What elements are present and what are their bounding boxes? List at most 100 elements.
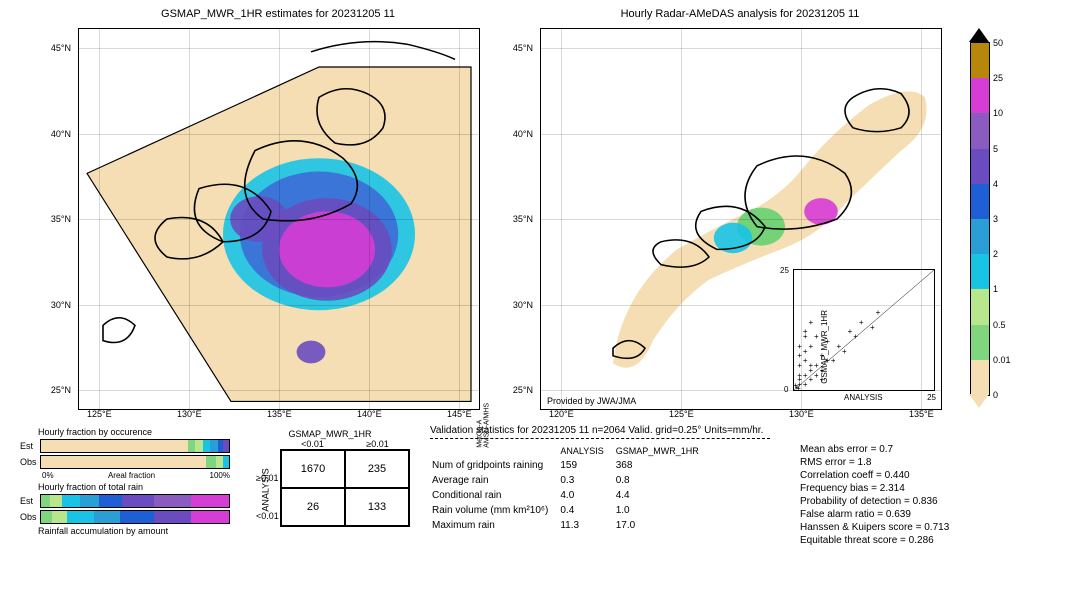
frac-scale-1: Areal fraction bbox=[108, 471, 155, 480]
scatter-point: + bbox=[808, 376, 813, 384]
x-tick: 145°E bbox=[447, 409, 472, 419]
x-tick: 135°E bbox=[909, 409, 934, 419]
scatter-ylabel: GSMAP_MWR_1HR bbox=[820, 310, 829, 384]
scatter-point: + bbox=[876, 309, 881, 317]
scatter-point: + bbox=[848, 328, 853, 336]
score-line: Hanssen & Kuipers score = 0.713 bbox=[800, 521, 949, 534]
x-tick: 140°E bbox=[357, 409, 382, 419]
cont-cell-11: 133 bbox=[345, 488, 409, 526]
x-tick: 120°E bbox=[549, 409, 574, 419]
y-tick: 45°N bbox=[51, 43, 71, 53]
cont-col-1: ≥0.01 bbox=[345, 439, 410, 449]
frac-bar bbox=[40, 494, 230, 508]
frac-scale-2: 100% bbox=[210, 471, 230, 480]
fraction-block: Hourly fraction by occurence Est Obs 0% A… bbox=[20, 425, 230, 600]
scatter-point: + bbox=[803, 372, 808, 380]
y-tick: 30°N bbox=[51, 300, 71, 310]
stats-divider bbox=[430, 438, 770, 439]
scatter-xlabel: ANALYSIS bbox=[844, 393, 883, 402]
bottom-row: Hourly fraction by occurence Est Obs 0% A… bbox=[20, 425, 1060, 600]
cont-row-0: ≥0.01 bbox=[256, 473, 278, 483]
colorbar-arrow-top bbox=[969, 28, 989, 42]
colorbar-tick: 5 bbox=[993, 144, 998, 154]
y-tick: 35°N bbox=[513, 214, 533, 224]
scatter-point: + bbox=[842, 348, 847, 356]
frac-label: Obs bbox=[20, 512, 40, 522]
right-map: ++++++++++++++++++++++++++++++++++++ ANA… bbox=[540, 28, 942, 410]
colorbar-tick: 0.01 bbox=[993, 355, 1011, 365]
colorbar-tick: 2 bbox=[993, 249, 998, 259]
cont-row-1: <0.01 bbox=[256, 511, 279, 521]
colorbar-tick: 4 bbox=[993, 179, 998, 189]
scatter-tick: 25 bbox=[780, 266, 789, 275]
y-tick: 35°N bbox=[51, 214, 71, 224]
left-map: MetOp-A AMSU-A/MHS 25°N30°N35°N40°N45°N1… bbox=[78, 28, 480, 410]
frac-label: Est bbox=[20, 496, 40, 506]
colorbar-tick: 50 bbox=[993, 38, 1003, 48]
stats-title: Validation statistics for 20231205 11 n=… bbox=[430, 425, 770, 436]
y-tick: 25°N bbox=[51, 385, 71, 395]
contingency-table: GSMAP_MWR_1HR <0.01 ≥0.01 ANALYSIS ≥0.01… bbox=[250, 425, 410, 600]
scatter-point: + bbox=[853, 333, 858, 341]
colorbar-tick: 3 bbox=[993, 214, 998, 224]
x-tick: 130°E bbox=[789, 409, 814, 419]
x-tick: 135°E bbox=[267, 409, 292, 419]
scatter-point: + bbox=[803, 357, 808, 365]
stats-table: ANALYSISGSMAP_MWR_1HRNum of gridpoints r… bbox=[430, 443, 711, 534]
colorbar-tick: 1 bbox=[993, 284, 998, 294]
right-map-title: Hourly Radar-AMeDAS analysis for 2023120… bbox=[540, 8, 940, 20]
scatter-point: + bbox=[814, 333, 819, 341]
score-line: RMS error = 1.8 bbox=[800, 456, 949, 469]
score-line: Probability of detection = 0.836 bbox=[800, 495, 949, 508]
occ-title: Hourly fraction by occurence bbox=[38, 427, 230, 437]
score-line: Equitable threat score = 0.286 bbox=[800, 534, 949, 547]
cont-title: GSMAP_MWR_1HR bbox=[250, 429, 410, 439]
colorbar-tick: 0.5 bbox=[993, 320, 1006, 330]
y-tick: 40°N bbox=[51, 129, 71, 139]
colorbar-tick: 0 bbox=[993, 390, 998, 400]
y-tick: 45°N bbox=[513, 43, 533, 53]
y-tick: 30°N bbox=[513, 300, 533, 310]
accum-title: Rainfall accumulation by amount bbox=[38, 526, 230, 536]
score-line: Correlation coeff = 0.440 bbox=[800, 469, 949, 482]
y-tick: 40°N bbox=[513, 129, 533, 139]
cont-cell-10: 26 bbox=[281, 488, 345, 526]
y-tick: 25°N bbox=[513, 385, 533, 395]
scatter-point: + bbox=[814, 362, 819, 370]
score-line: Mean abs error = 0.7 bbox=[800, 443, 949, 456]
scatter-point: + bbox=[836, 343, 841, 351]
scatter-point: + bbox=[814, 372, 819, 380]
cont-cell-00: 1670 bbox=[281, 450, 345, 488]
x-tick: 130°E bbox=[177, 409, 202, 419]
frac-scale-0: 0% bbox=[42, 471, 54, 480]
colorbar-tick: 25 bbox=[993, 73, 1003, 83]
score-line: Frequency bias = 2.314 bbox=[800, 482, 949, 495]
scatter-point: + bbox=[803, 381, 808, 389]
left-map-title: GSMAP_MWR_1HR estimates for 20231205 11 bbox=[78, 8, 478, 20]
x-tick: 125°E bbox=[669, 409, 694, 419]
scatter-point: + bbox=[808, 319, 813, 327]
frac-label: Obs bbox=[20, 457, 40, 467]
scatter-point: + bbox=[808, 343, 813, 351]
scatter-point: + bbox=[870, 324, 875, 332]
scatter-point: + bbox=[803, 333, 808, 341]
scatter-tick: 25 bbox=[927, 393, 936, 402]
cont-cell-01: 235 bbox=[345, 450, 409, 488]
scatter-point: + bbox=[831, 357, 836, 365]
scatter-point: + bbox=[803, 348, 808, 356]
colorbar-arrow-bot bbox=[969, 394, 989, 408]
frac-bar bbox=[40, 455, 230, 469]
rain-title: Hourly fraction of total rain bbox=[38, 482, 230, 492]
cont-col-0: <0.01 bbox=[280, 439, 345, 449]
x-tick: 125°E bbox=[87, 409, 112, 419]
frac-bar bbox=[40, 510, 230, 524]
scatter-point: + bbox=[808, 362, 813, 370]
colorbar-tick: 10 bbox=[993, 108, 1003, 118]
scatter-point: + bbox=[859, 319, 864, 327]
score-line: False alarm ratio = 0.639 bbox=[800, 508, 949, 521]
stats-scores: Mean abs error = 0.7RMS error = 1.8Corre… bbox=[800, 425, 949, 600]
stats-block: Validation statistics for 20231205 11 n=… bbox=[430, 425, 1060, 600]
frac-label: Est bbox=[20, 441, 40, 451]
scatter-point: + bbox=[793, 382, 798, 390]
scatter-inset: ++++++++++++++++++++++++++++++++++++ ANA… bbox=[793, 269, 935, 391]
